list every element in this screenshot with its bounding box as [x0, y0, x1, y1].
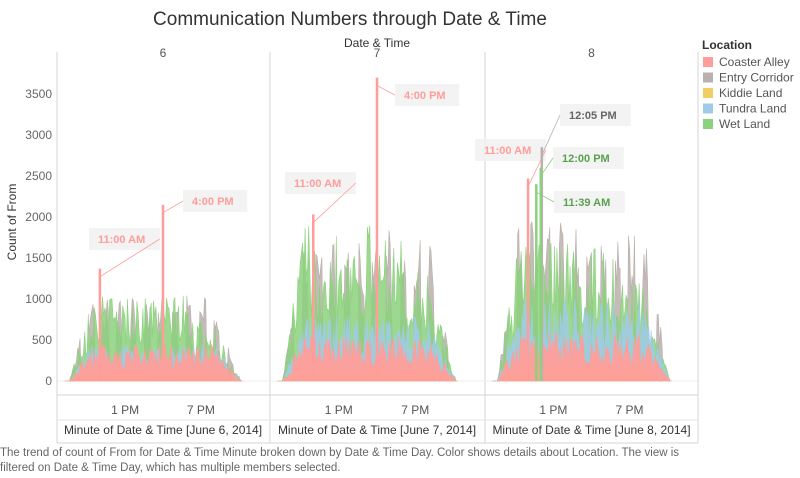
y-tick-label: 0	[45, 374, 52, 388]
annotation-leader	[312, 182, 357, 223]
annotation-leader	[162, 200, 184, 214]
panel-7: 7 11:00 AM 4:00 PM 1 PM 7 PM Minute of Date &…	[269, 46, 484, 443]
y-tick-label: 2000	[25, 210, 52, 224]
x-axis-label: Minute of Date & Time [June 8, 2014]	[492, 423, 690, 437]
annotation-leader	[376, 85, 396, 96]
x-tick-label: 1 PM	[111, 403, 139, 417]
legend-swatch	[703, 88, 713, 98]
annotation-label: 4:00 PM	[404, 90, 446, 102]
annotation-leader	[541, 114, 561, 156]
annotation-label: 12:05 PM	[569, 110, 617, 122]
panels-group: 6 11:00 AM 4:00 PM 1 PM 7 PM Minute of Date &…	[57, 46, 698, 443]
legend-label: Tundra Land	[719, 102, 787, 116]
y-tick-label: 500	[32, 333, 52, 347]
panel-8: 8 11:00 AM 12:05 PM 12:00 PM 11:39 AM 1 PM 7 P…	[475, 46, 698, 443]
legend-label: Wet Land	[719, 117, 770, 131]
y-tick-label: 3000	[25, 128, 52, 142]
x-tick-label: 1 PM	[325, 403, 353, 417]
annotation-leader	[536, 191, 555, 203]
panel-6: 6 11:00 AM 4:00 PM 1 PM 7 PM Minute of Date &…	[57, 46, 269, 437]
series-area-coaster-alley	[277, 336, 458, 382]
panel-header: 8	[588, 46, 595, 60]
annotation-box	[89, 228, 160, 250]
annotation-label: 11:39 AM	[563, 197, 610, 209]
annotation-box	[285, 172, 356, 194]
chart-title: Communication Numbers through Date & Tim…	[153, 9, 547, 30]
legend-swatch	[703, 119, 713, 129]
series-area-coaster-alley	[64, 344, 243, 382]
chart-caption: The trend of count of From for Date & Ti…	[0, 447, 680, 474]
annotation-box	[395, 84, 460, 106]
y-tick-label: 1500	[25, 251, 52, 265]
legend-swatch	[703, 103, 713, 114]
chart-svg: Communication Numbers through Date & Tim…	[5, 9, 794, 444]
annotation-label: 11:00 AM	[98, 234, 145, 246]
panel-header: 7	[374, 46, 381, 60]
annotation-box	[475, 139, 546, 161]
x-tick-label: 7 PM	[401, 403, 429, 417]
legend-label: Entry Corridor	[719, 71, 794, 85]
annotation-label: 12:00 PM	[562, 153, 610, 165]
x-tick-label: 1 PM	[539, 403, 567, 417]
x-tick-label: 7 PM	[187, 403, 215, 417]
annotation-leader	[99, 238, 161, 277]
y-tick-label: 3500	[25, 87, 52, 101]
annotation-box	[560, 104, 631, 126]
annotation-label: 11:00 AM	[484, 145, 531, 157]
y-tick-label: 2500	[25, 169, 52, 183]
annotation-leader	[540, 157, 554, 177]
y-tick-label: 1000	[25, 292, 52, 306]
annotation-box	[553, 147, 624, 169]
x-axis-label: Minute of Date & Time [June 6, 2014]	[64, 423, 262, 437]
x-axis-label: Minute of Date & Time [June 7, 2014]	[278, 423, 476, 437]
panel-header: 6	[160, 46, 167, 60]
x-tick-label: 7 PM	[616, 403, 644, 417]
column-header: Date & Time	[344, 36, 410, 50]
legend-label: Kiddie Land	[719, 86, 782, 100]
annotation-box	[183, 190, 248, 212]
legend: Location Coaster Alley Entry CorridorKidd…	[702, 38, 794, 131]
annotation-box	[554, 191, 625, 213]
legend-title: Location	[702, 38, 752, 52]
y-axis-label: Count of From	[5, 184, 19, 261]
legend-label: Coaster Alley	[719, 55, 790, 69]
legend-swatch	[703, 57, 713, 67]
annotation-label: 4:00 PM	[192, 196, 234, 208]
annotation-label: 11:00 AM	[294, 178, 341, 190]
legend-swatch	[703, 72, 713, 83]
